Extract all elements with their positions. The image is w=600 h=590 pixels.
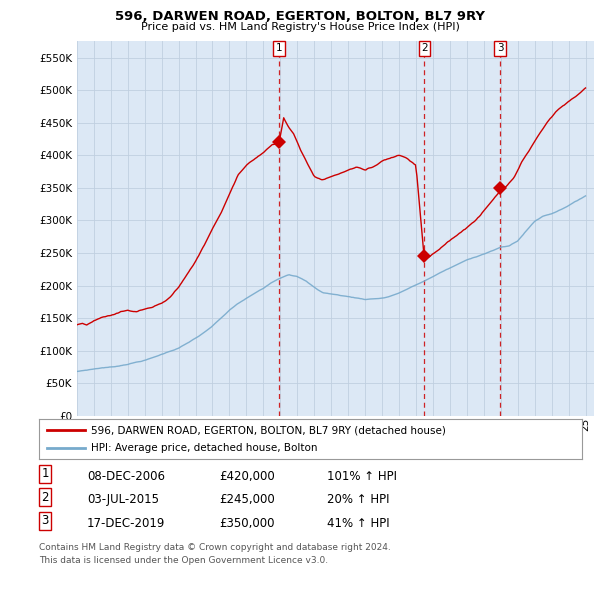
- Text: £420,000: £420,000: [219, 470, 275, 483]
- Text: 41% ↑ HPI: 41% ↑ HPI: [327, 517, 389, 530]
- Text: 08-DEC-2006: 08-DEC-2006: [87, 470, 165, 483]
- Text: 596, DARWEN ROAD, EGERTON, BOLTON, BL7 9RY (detached house): 596, DARWEN ROAD, EGERTON, BOLTON, BL7 9…: [91, 425, 445, 435]
- Text: 3: 3: [497, 43, 503, 53]
- Text: £350,000: £350,000: [219, 517, 275, 530]
- Text: This data is licensed under the Open Government Licence v3.0.: This data is licensed under the Open Gov…: [39, 556, 328, 565]
- Text: 1: 1: [275, 43, 282, 53]
- Text: 1: 1: [41, 467, 49, 480]
- Text: 101% ↑ HPI: 101% ↑ HPI: [327, 470, 397, 483]
- Text: 2: 2: [421, 43, 428, 53]
- Text: 03-JUL-2015: 03-JUL-2015: [87, 493, 159, 506]
- Text: 17-DEC-2019: 17-DEC-2019: [87, 517, 166, 530]
- Text: 596, DARWEN ROAD, EGERTON, BOLTON, BL7 9RY: 596, DARWEN ROAD, EGERTON, BOLTON, BL7 9…: [115, 10, 485, 23]
- Text: Contains HM Land Registry data © Crown copyright and database right 2024.: Contains HM Land Registry data © Crown c…: [39, 543, 391, 552]
- Text: 2: 2: [41, 491, 49, 504]
- Text: 3: 3: [41, 514, 49, 527]
- Text: HPI: Average price, detached house, Bolton: HPI: Average price, detached house, Bolt…: [91, 442, 317, 453]
- Text: £245,000: £245,000: [219, 493, 275, 506]
- Text: 20% ↑ HPI: 20% ↑ HPI: [327, 493, 389, 506]
- Text: Price paid vs. HM Land Registry's House Price Index (HPI): Price paid vs. HM Land Registry's House …: [140, 22, 460, 32]
